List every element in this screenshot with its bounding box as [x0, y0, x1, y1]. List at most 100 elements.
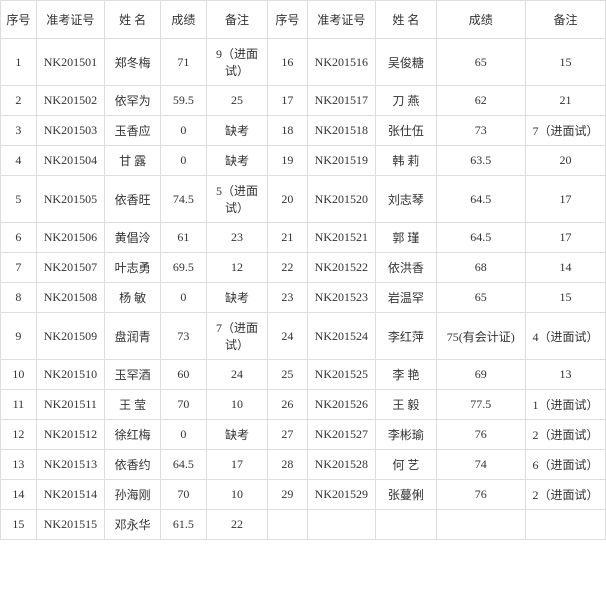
table-row: 7NK201507叶志勇69.51222NK201522依洪香6814: [1, 253, 606, 283]
table-cell: NK201522: [307, 253, 375, 283]
header-seq2: 序号: [268, 1, 307, 39]
table-cell: 17: [268, 86, 307, 116]
table-cell: 9: [1, 313, 37, 360]
table-row: 8NK201508杨 敏0缺考23NK201523岩温罕6515: [1, 283, 606, 313]
table-cell: 0: [161, 420, 207, 450]
table-row: 3NK201503玉香应0缺考18NK201518张仕伍737（进面试）: [1, 116, 606, 146]
table-cell: 12: [1, 420, 37, 450]
table-cell: 73: [436, 116, 525, 146]
table-cell: 68: [436, 253, 525, 283]
table-cell: 26: [268, 390, 307, 420]
table-cell: 玉罕酒: [105, 360, 161, 390]
table-cell: NK201516: [307, 39, 375, 86]
header-remark: 备注: [206, 1, 268, 39]
table-cell: 0: [161, 116, 207, 146]
header-examid: 准考证号: [36, 1, 104, 39]
table-row: 14NK201514孙海刚701029NK201529张蔓俐762（进面试）: [1, 480, 606, 510]
table-cell: 韩 莉: [376, 146, 437, 176]
table-cell: 依香旺: [105, 176, 161, 223]
table-cell: 叶志勇: [105, 253, 161, 283]
table-row: 15NK201515邓永华61.522: [1, 510, 606, 540]
table-cell: 29: [268, 480, 307, 510]
table-cell: 15: [1, 510, 37, 540]
table-cell: 11: [1, 390, 37, 420]
header-name: 姓 名: [105, 1, 161, 39]
table-cell: 75(有会计证): [436, 313, 525, 360]
table-cell: 2（进面试）: [526, 480, 606, 510]
table-cell: 0: [161, 146, 207, 176]
table-cell: 何 艺: [376, 450, 437, 480]
table-cell: 徐红梅: [105, 420, 161, 450]
table-cell: NK201517: [307, 86, 375, 116]
table-cell: 24: [206, 360, 268, 390]
table-cell: NK201511: [36, 390, 104, 420]
table-cell: 25: [268, 360, 307, 390]
table-cell: 17: [526, 176, 606, 223]
table-cell: NK201501: [36, 39, 104, 86]
table-cell: 孙海刚: [105, 480, 161, 510]
table-row: 11NK201511王 莹701026NK201526王 毅77.51（进面试）: [1, 390, 606, 420]
table-cell: 20: [268, 176, 307, 223]
table-cell: 77.5: [436, 390, 525, 420]
table-cell: 65: [436, 39, 525, 86]
table-cell: 25: [206, 86, 268, 116]
table-cell: 10: [206, 390, 268, 420]
table-cell: 64.5: [436, 176, 525, 223]
table-cell: NK201509: [36, 313, 104, 360]
table-cell: NK201518: [307, 116, 375, 146]
results-table: 序号 准考证号 姓 名 成绩 备注 序号 准考证号 姓 名 成绩 备注 1NK2…: [0, 0, 606, 540]
table-cell: NK201521: [307, 223, 375, 253]
table-cell: 8: [1, 283, 37, 313]
table-cell: 13: [526, 360, 606, 390]
header-seq: 序号: [1, 1, 37, 39]
table-cell: 19: [268, 146, 307, 176]
table-cell: NK201506: [36, 223, 104, 253]
table-cell: 28: [268, 450, 307, 480]
table-cell: 缺考: [206, 283, 268, 313]
table-cell: NK201523: [307, 283, 375, 313]
table-cell: 4（进面试）: [526, 313, 606, 360]
table-cell: 岩温罕: [376, 283, 437, 313]
table-cell: [526, 510, 606, 540]
table-cell: 74.5: [161, 176, 207, 223]
table-cell: 1（进面试）: [526, 390, 606, 420]
table-cell: NK201524: [307, 313, 375, 360]
table-cell: [307, 510, 375, 540]
table-cell: 69: [436, 360, 525, 390]
table-row: 12NK201512徐红梅0缺考27NK201527李彬瑜762（进面试）: [1, 420, 606, 450]
table-cell: 刘志琴: [376, 176, 437, 223]
table-cell: 缺考: [206, 420, 268, 450]
table-cell: [436, 510, 525, 540]
table-cell: 杨 敏: [105, 283, 161, 313]
table-cell: 依洪香: [376, 253, 437, 283]
table-cell: NK201504: [36, 146, 104, 176]
table-cell: 盘润青: [105, 313, 161, 360]
table-cell: 59.5: [161, 86, 207, 116]
table-cell: 7（进面试）: [526, 116, 606, 146]
table-cell: 5: [1, 176, 37, 223]
table-cell: 吴俊糖: [376, 39, 437, 86]
table-cell: 4: [1, 146, 37, 176]
table-cell: 64.5: [436, 223, 525, 253]
table-cell: 22: [268, 253, 307, 283]
table-cell: NK201528: [307, 450, 375, 480]
table-cell: 70: [161, 480, 207, 510]
table-cell: 60: [161, 360, 207, 390]
table-cell: 62: [436, 86, 525, 116]
table-cell: 13: [1, 450, 37, 480]
table-row: 4NK201504甘 露0缺考19NK201519韩 莉63.520: [1, 146, 606, 176]
table-cell: 邓永华: [105, 510, 161, 540]
table-cell: 张蔓俐: [376, 480, 437, 510]
table-cell: NK201503: [36, 116, 104, 146]
header-score: 成绩: [161, 1, 207, 39]
table-cell: 61: [161, 223, 207, 253]
table-row: 2NK201502依罕为59.52517NK201517刀 燕6221: [1, 86, 606, 116]
table-cell: NK201513: [36, 450, 104, 480]
table-cell: NK201512: [36, 420, 104, 450]
table-cell: 23: [206, 223, 268, 253]
table-cell: 郑冬梅: [105, 39, 161, 86]
table-cell: 依罕为: [105, 86, 161, 116]
header-remark2: 备注: [526, 1, 606, 39]
table-cell: 黄倡泠: [105, 223, 161, 253]
table-cell: 1: [1, 39, 37, 86]
